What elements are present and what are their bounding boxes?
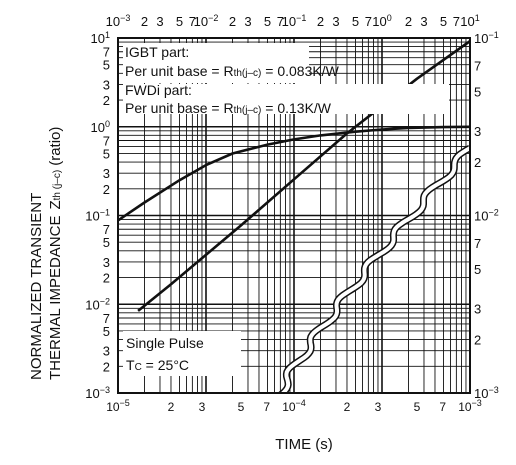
x-bottom-tick-label: 7 [263, 400, 270, 414]
x-axis-label: TIME (s) [275, 436, 333, 453]
axis-break-outline [277, 144, 470, 393]
y-left-tick-label: 3 [103, 344, 110, 359]
x-top-tick-label: 3 [332, 14, 339, 29]
plot-border [117, 37, 471, 394]
y-right-tick-label: 2 [474, 333, 481, 348]
annotation-box-fwdi [123, 84, 449, 114]
annotation-box-conditions [123, 331, 241, 376]
x-bottom-tick-label: 5 [238, 400, 245, 414]
y-left-tick-label: 10−3​ [85, 385, 110, 401]
x-bottom-tick-label: 10−4​ [282, 398, 306, 414]
y-right-tick-label: 7 [474, 58, 481, 73]
x-top-tick-label: 2 [229, 14, 236, 29]
annotation-single-pulse: Single Pulse [126, 335, 204, 351]
y-left-tick-label: 2 [103, 271, 110, 286]
y-right-tick-label: 7 [474, 236, 481, 251]
x-top-tick-label: 7 [365, 14, 372, 29]
annotation-case-temperature: TC = 25°C [126, 357, 189, 373]
y-left-tick-label: 7 [103, 45, 110, 60]
x-top-tick-label: 100​ [372, 13, 391, 29]
y-left-tick-label: 100​ [91, 119, 110, 135]
x-top-tick-label: 2 [405, 14, 412, 29]
y-right-tick-label: 5 [474, 262, 481, 277]
x-top-tick-label: 10−1​ [282, 13, 307, 29]
axis-break-fill [279, 146, 470, 393]
y-left-tick-label: 101​ [91, 30, 110, 46]
x-bottom-tick-label: 2 [168, 400, 175, 414]
x-top-tick-label: 5 [176, 14, 183, 29]
series-line-1 [118, 125, 470, 222]
annotation-box-igbt [123, 43, 309, 83]
x-bottom-tick-label: 2 [344, 400, 351, 414]
y-left-tick-label: 5 [103, 146, 110, 161]
x-top-tick-label: 5 [440, 14, 447, 29]
x-top-tick-label: 3 [244, 14, 251, 29]
y-left-tick-label: 2 [103, 359, 110, 374]
x-bottom-tick-label: 3 [199, 400, 206, 414]
y-right-tick-label: 5 [474, 84, 481, 99]
y-left-tick-label: 5 [103, 324, 110, 339]
y-left-tick-label: 10−1​ [85, 208, 110, 224]
y-right-tick-label: 10−2​ [474, 208, 499, 224]
annotation-fwdi-title: FWDi part: [125, 82, 192, 98]
x-top-tick-label: 7 [189, 14, 196, 29]
x-top-tick-label: 5 [352, 14, 359, 29]
x-bottom-tick-label: 5 [414, 400, 421, 414]
x-top-tick-label: 10−2​ [194, 13, 219, 29]
y-left-tick-label: 3 [103, 255, 110, 270]
y-axis-label-line1: NORMALIZED TRANSIENT [28, 193, 45, 380]
plot-area [118, 40, 470, 393]
x-top-tick-label: 2 [317, 14, 324, 29]
annotation-fwdi-base: Per unit base = Rth(j–c) = 0.13K/W [125, 100, 332, 116]
y-right-tick-label: 2 [474, 155, 481, 170]
y-left-tick-label: 7 [103, 133, 110, 148]
y-left-tick-label: 5 [103, 235, 110, 250]
x-top-tick-label: 10−3​ [106, 13, 131, 29]
y-axis-label-line2: THERMAL IMPEDANCEZth (j–c)(ratio) [47, 127, 64, 380]
x-top-tick-label: 7 [277, 14, 284, 29]
x-bottom-tick-label: 10−3​ [458, 398, 482, 414]
x-top-tick-label: 5 [264, 14, 271, 29]
y-left-tick-label: 10−2​ [85, 296, 110, 312]
tick-labels: 10−3​235710−2​235710−1​2357100​2357101​1… [85, 13, 498, 414]
y-left-tick-label: 5 [103, 58, 110, 73]
y-left-tick-label: 7 [103, 311, 110, 326]
x-top-tick-label: 3 [156, 14, 163, 29]
y-left-tick-label: 2 [103, 182, 110, 197]
y-left-tick-label: 3 [103, 77, 110, 92]
x-bottom-tick-label: 7 [439, 400, 446, 414]
y-left-tick-label: 3 [103, 166, 110, 181]
x-top-tick-label: 7 [453, 14, 460, 29]
x-top-tick-label: 2 [141, 14, 148, 29]
x-top-tick-label: 3 [420, 14, 427, 29]
annotation-igbt-title: IGBT part: [125, 44, 189, 60]
y-right-tick-label: 10−1​ [474, 30, 499, 46]
x-bottom-tick-label: 10−5​ [106, 398, 130, 414]
y-left-tick-label: 7 [103, 222, 110, 237]
y-right-tick-label: 3 [474, 124, 481, 139]
x-top-tick-label: 101​ [460, 13, 479, 29]
y-right-tick-label: 10−3​ [474, 385, 499, 401]
y-left-tick-label: 2 [103, 93, 110, 108]
y-right-tick-label: 3 [474, 301, 481, 316]
annotation-igbt-base: Per unit base = Rth(j–c) = 0.083K/W [125, 63, 340, 79]
series-line-2 [137, 40, 470, 312]
x-bottom-tick-label: 3 [375, 400, 382, 414]
